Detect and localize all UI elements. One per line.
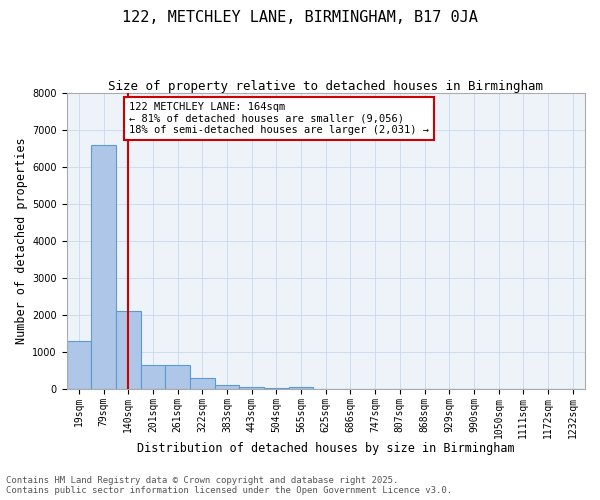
Text: Contains HM Land Registry data © Crown copyright and database right 2025.
Contai: Contains HM Land Registry data © Crown c…: [6, 476, 452, 495]
Text: 122, METCHLEY LANE, BIRMINGHAM, B17 0JA: 122, METCHLEY LANE, BIRMINGHAM, B17 0JA: [122, 10, 478, 25]
Bar: [165, 365, 190, 389]
Bar: [140, 365, 165, 389]
Bar: [289, 387, 313, 389]
Text: 122 METCHLEY LANE: 164sqm
← 81% of detached houses are smaller (9,056)
18% of se: 122 METCHLEY LANE: 164sqm ← 81% of detac…: [129, 102, 429, 135]
Bar: [91, 145, 116, 389]
Y-axis label: Number of detached properties: Number of detached properties: [15, 138, 28, 344]
Bar: [239, 387, 264, 389]
Bar: [67, 341, 91, 389]
X-axis label: Distribution of detached houses by size in Birmingham: Distribution of detached houses by size …: [137, 442, 515, 455]
Bar: [264, 388, 289, 389]
Title: Size of property relative to detached houses in Birmingham: Size of property relative to detached ho…: [108, 80, 543, 93]
Bar: [116, 312, 140, 389]
Bar: [190, 378, 215, 389]
Bar: [215, 384, 239, 389]
